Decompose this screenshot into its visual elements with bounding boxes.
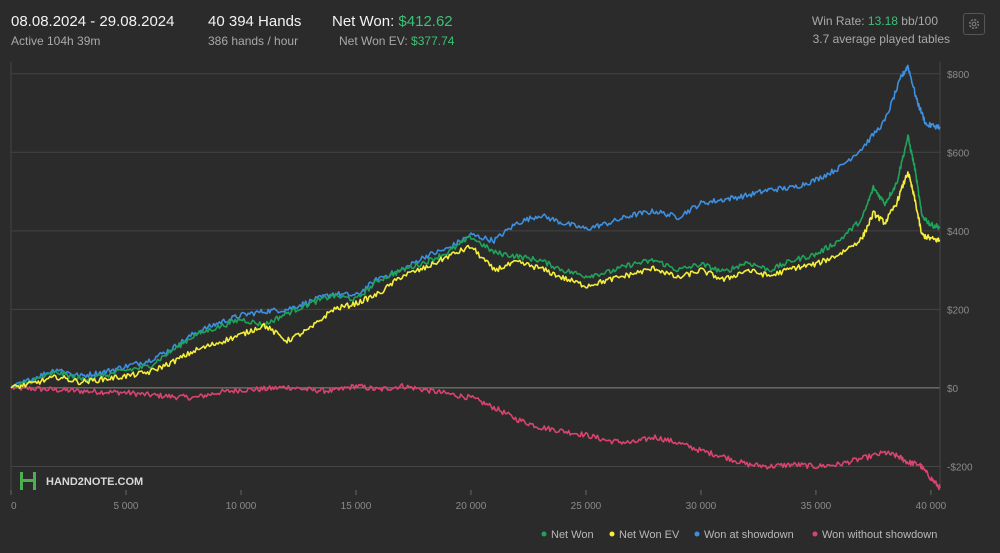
x-tick-label: 20 000: [456, 501, 487, 512]
x-tick-label: 35 000: [801, 501, 832, 512]
net-won-ev-label: Net Won EV:: [339, 34, 408, 48]
series-line-won-without-showdown: [10, 382, 941, 491]
x-tick-label: 15 000: [341, 501, 372, 512]
legend-item[interactable]: Won without showdown: [812, 529, 938, 541]
legend-label: Won at showdown: [704, 529, 794, 541]
legend-label: Net Won: [551, 529, 594, 541]
win-rate: Win Rate: 13.18 bb/100: [812, 14, 938, 28]
x-tick-label: 5 000: [113, 501, 138, 512]
settings-button[interactable]: [963, 13, 985, 35]
win-rate-unit: bb/100: [901, 14, 938, 28]
x-tick-label: 0: [11, 501, 17, 512]
y-tick-label: $0: [947, 384, 959, 395]
average-tables: 3.7 average played tables: [812, 32, 950, 46]
legend-marker: [541, 531, 547, 537]
net-won-ev-value: $377.74: [411, 34, 455, 48]
y-tick-label: $800: [947, 70, 970, 81]
series-line-net-won-ev: [10, 171, 941, 390]
hands-count: 40 394 Hands: [208, 13, 302, 30]
x-tick-label: 40 000: [916, 501, 947, 512]
active-time: Active 104h 39m: [11, 34, 101, 48]
y-tick-label: $600: [947, 148, 970, 159]
legend-item[interactable]: Net Won: [541, 529, 594, 541]
x-tick-label: 30 000: [686, 501, 717, 512]
net-won-label: Net Won:: [332, 13, 395, 30]
x-axis: 0 5 000 10 000 15 000 20 000 25 000 30 000 35 0…: [10, 490, 947, 512]
logo-text: HAND2NOTE.COM: [46, 476, 143, 488]
hand2note-logo: HAND2NOTE.COM: [20, 472, 143, 490]
legend: Net Won Net Won EV Won at showdown Won with…: [541, 529, 938, 541]
series-line-won-at-showdown: [10, 64, 941, 389]
legend-marker: [609, 531, 615, 537]
legend-item[interactable]: Net Won EV: [609, 529, 680, 541]
y-tick-label: $400: [947, 227, 970, 238]
legend-label: Won without showdown: [822, 529, 937, 541]
y-tick-label: $200: [947, 305, 970, 316]
win-rate-value: 13.18: [867, 14, 898, 28]
win-rate-label: Win Rate:: [811, 14, 865, 28]
x-tick-label: 25 000: [571, 501, 602, 512]
date-range: 08.08.2024 - 29.08.2024: [11, 13, 175, 30]
legend-label: Net Won EV: [619, 529, 680, 541]
legend-item[interactable]: Won at showdown: [694, 529, 794, 541]
y-axis: -$200 $0 $200 $400 $600 $800: [947, 70, 973, 474]
net-won-value: $412.62: [398, 13, 453, 30]
legend-marker: [694, 531, 700, 537]
x-tick-label: 10 000: [226, 501, 257, 512]
net-won-ev-summary: Net Won EV: $377.74: [339, 34, 454, 48]
legend-marker: [812, 531, 818, 537]
hands-per-hour: 386 hands / hour: [208, 34, 299, 48]
series-lines: [10, 64, 941, 491]
net-won-summary: Net Won: $412.62: [332, 13, 453, 30]
gear-icon: [968, 18, 980, 30]
grid: [10, 62, 941, 490]
series-line-net-won: [10, 134, 941, 389]
y-tick-label: -$200: [947, 462, 973, 473]
